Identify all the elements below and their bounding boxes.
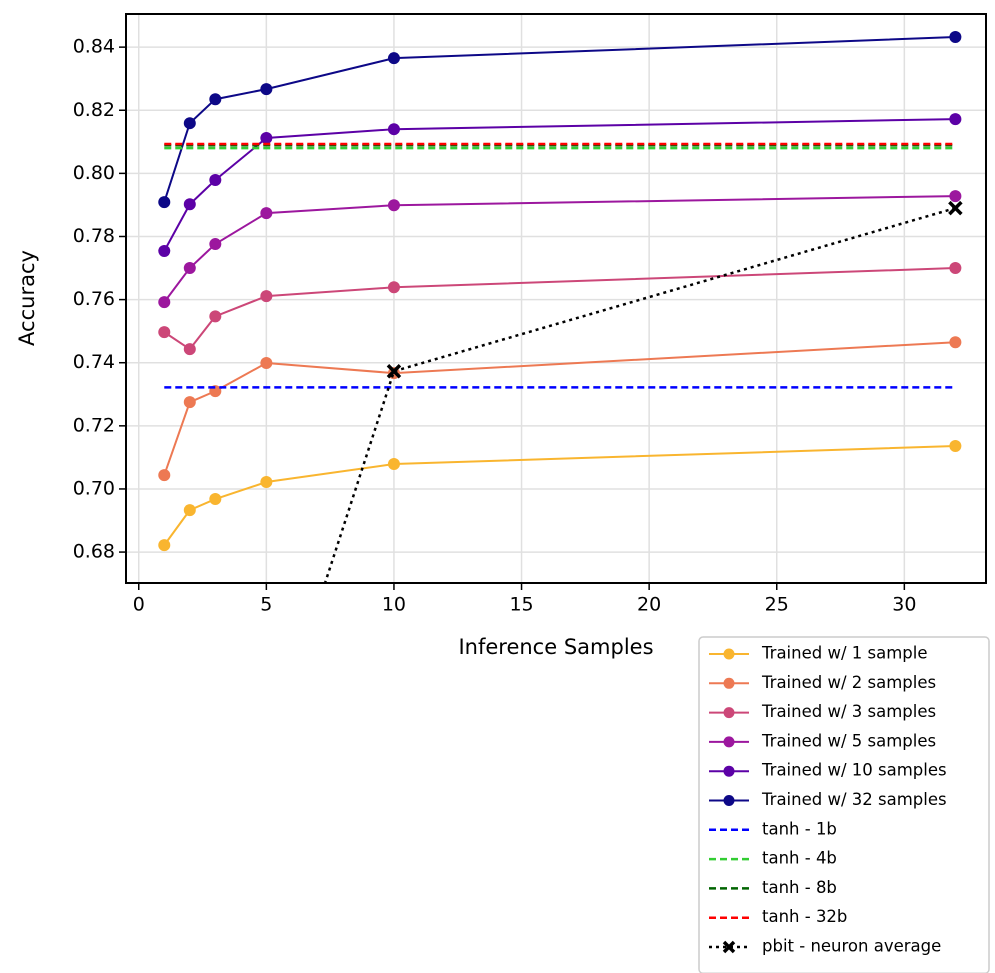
y-tick-label: 0.84	[73, 36, 115, 58]
legend-label: Trained w/ 2 samples	[761, 673, 936, 692]
legend-marker	[723, 765, 735, 777]
point	[209, 173, 222, 186]
legend-label: Trained w/ 32 samples	[761, 790, 947, 809]
point	[949, 190, 962, 203]
point	[260, 132, 273, 145]
legend-marker	[723, 677, 735, 689]
point	[158, 469, 171, 482]
plot-frame	[125, 13, 987, 584]
legend-label: Trained w/ 10 samples	[761, 761, 947, 780]
point	[260, 758, 272, 770]
x-tick-label: 0	[133, 594, 145, 616]
legend-label: Trained w/ 1 sample	[761, 644, 928, 663]
point	[183, 504, 196, 517]
point	[158, 245, 171, 258]
legend-label: tanh - 4b	[762, 849, 837, 868]
point	[158, 196, 171, 209]
point	[949, 336, 962, 349]
series-line	[163, 267, 956, 351]
series-line	[163, 118, 956, 252]
point	[949, 113, 962, 126]
point	[260, 207, 273, 220]
y-tick-label: 0.74	[73, 351, 115, 373]
point	[260, 290, 273, 303]
legend-marker	[722, 940, 736, 954]
point	[387, 199, 400, 212]
y-tick-label: 0.70	[73, 477, 115, 499]
legend-label: Trained w/ 5 samples	[761, 731, 936, 750]
legend-label: tanh - 8b	[762, 878, 837, 897]
series-line	[163, 36, 956, 203]
point	[158, 539, 171, 552]
point	[183, 343, 196, 356]
point	[387, 52, 400, 65]
legend-label: pbit - neuron average	[762, 937, 941, 956]
point	[183, 262, 196, 275]
y-tick-label: 0.80	[73, 162, 115, 184]
y-tick-label: 0.72	[73, 414, 115, 436]
point	[260, 357, 273, 370]
series-line	[163, 341, 956, 476]
point	[183, 396, 196, 409]
legend-marker	[723, 736, 735, 748]
point	[386, 364, 402, 379]
legend-label: tanh - 1b	[762, 819, 837, 838]
point	[949, 262, 962, 275]
x-tick-label: 10	[382, 594, 406, 616]
point	[948, 200, 963, 216]
legend-marker	[723, 795, 735, 806]
legend-marker	[723, 707, 735, 719]
point	[183, 198, 196, 211]
point	[949, 31, 962, 44]
x-tick-label: 5	[260, 594, 272, 616]
point	[158, 326, 171, 339]
point	[209, 310, 222, 323]
point	[158, 296, 171, 309]
point	[209, 238, 222, 251]
y-axis-label: Accuracy	[15, 250, 39, 346]
legend-label: Trained w/ 3 samples	[761, 702, 936, 721]
y-tick-label: 0.68	[73, 541, 115, 563]
legend-label: tanh - 32b	[762, 907, 847, 926]
point	[209, 493, 222, 506]
x-tick-label: 20	[637, 594, 661, 616]
point	[183, 117, 196, 130]
point	[209, 93, 222, 106]
y-tick-label: 0.78	[73, 225, 115, 247]
legend-box	[698, 636, 990, 973]
point	[260, 83, 273, 96]
y-tick-label: 0.82	[73, 99, 115, 121]
point	[949, 440, 962, 453]
series-line	[163, 195, 956, 303]
point	[387, 281, 400, 294]
plot-area	[158, 31, 963, 770]
point	[387, 458, 400, 471]
x-axis-label: Inference Samples	[458, 635, 653, 659]
y-tick-label: 0.76	[73, 288, 115, 310]
point	[387, 123, 400, 136]
series-line	[163, 445, 956, 546]
legend-marker	[723, 648, 735, 660]
x-tick-label: 15	[509, 594, 533, 616]
x-tick-label: 30	[892, 594, 916, 616]
point	[260, 476, 273, 489]
x-tick-label: 25	[765, 594, 789, 616]
